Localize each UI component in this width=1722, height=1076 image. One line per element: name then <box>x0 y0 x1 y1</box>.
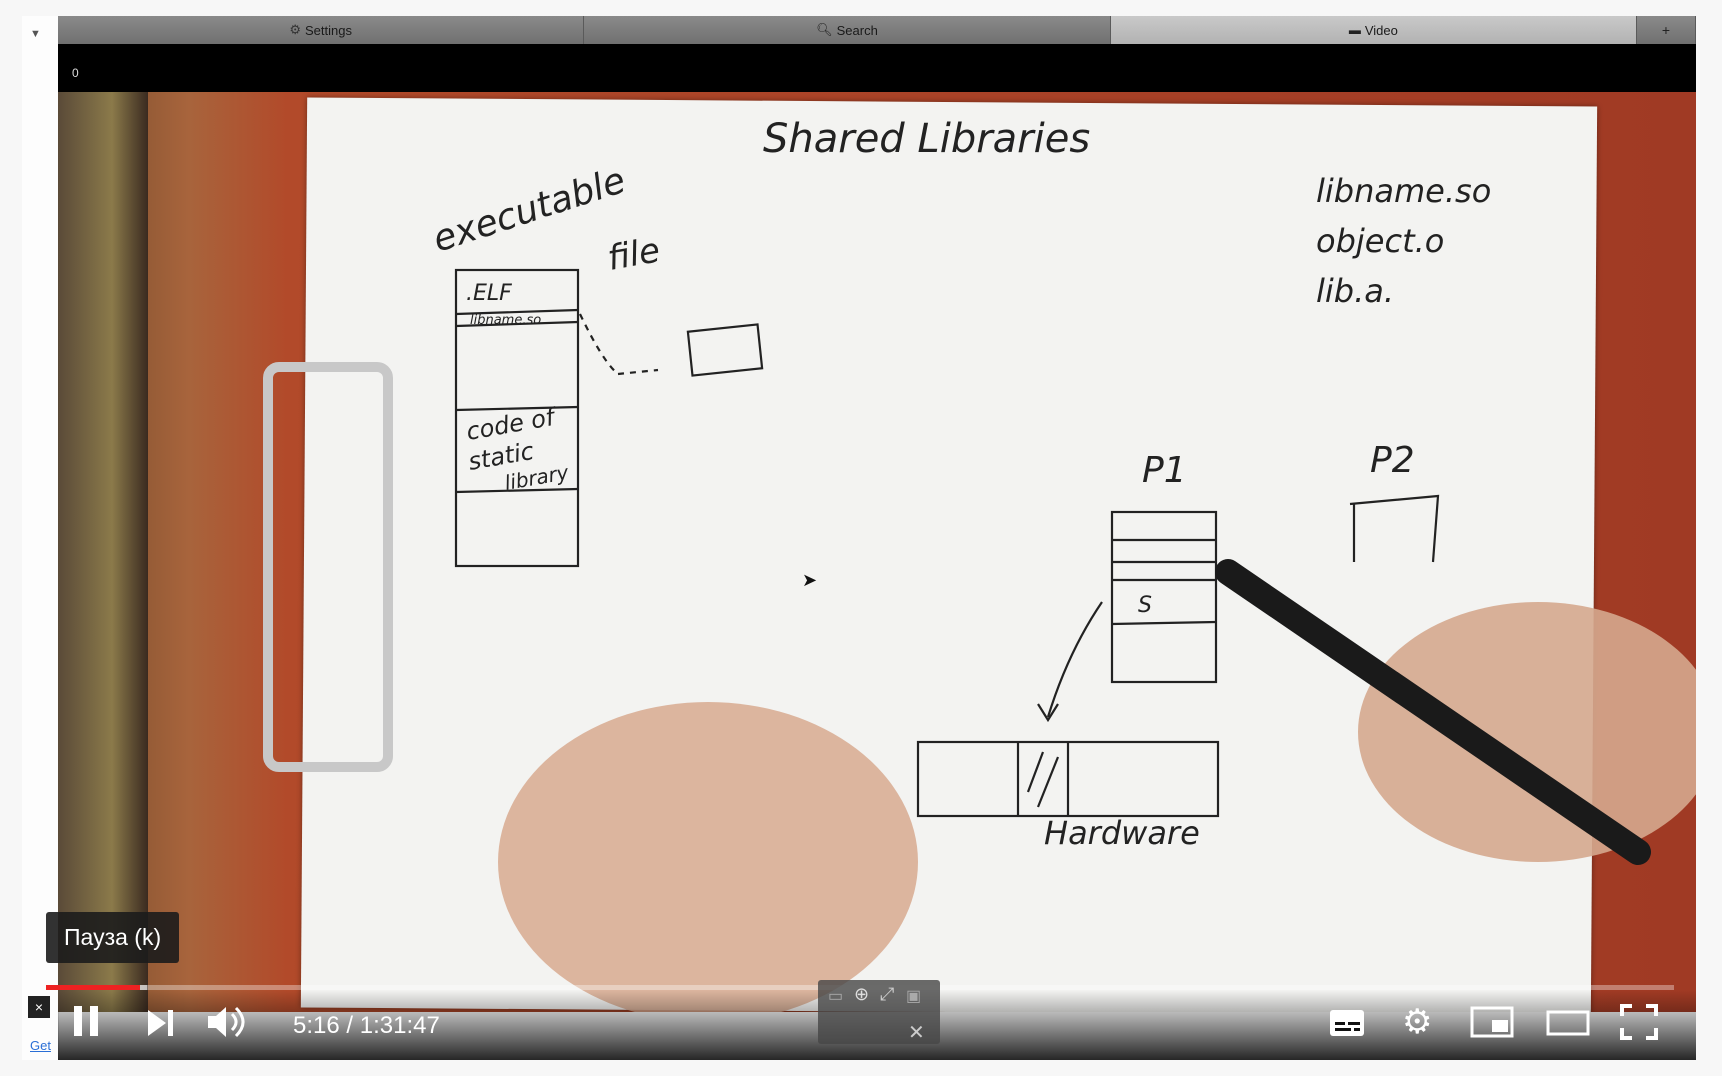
loaded-library-box <box>686 323 764 377</box>
theater-mode-button[interactable] <box>1546 1004 1590 1045</box>
elf-label: .ELF <box>466 281 512 306</box>
exec-label-1: executable <box>428 160 630 261</box>
close-zoom-icon[interactable]: ✕ <box>908 1022 925 1044</box>
video-icon: ▬ <box>1348 23 1361 37</box>
volume-button[interactable] <box>206 1004 246 1045</box>
right-list-1: libname.so <box>1316 172 1491 210</box>
next-icon <box>148 1010 173 1036</box>
next-button[interactable] <box>146 1004 176 1045</box>
subtitles-icon <box>1330 1010 1364 1036</box>
pen <box>1215 559 1651 865</box>
right-list-2: object.o <box>1316 222 1444 260</box>
zoom-toolbar: ▭ ⊕ ⤢ ▣ ✕ <box>818 980 940 1044</box>
s-label: S <box>1138 593 1152 618</box>
tab-settings[interactable]: ⚙ Settings <box>58 16 585 44</box>
miniplayer-icon <box>1470 1006 1514 1038</box>
whiteboard-drawing: Shared Libraries executable file .ELF li… <box>428 116 1696 1012</box>
whiteboard-title: Shared Libraries <box>763 116 1090 162</box>
p1-label: P1 <box>1142 450 1187 491</box>
tab-search[interactable]: 🔍︎ Search <box>584 16 1111 44</box>
time-separator: / <box>339 1012 360 1039</box>
settings-button[interactable]: ⚙ <box>1402 1004 1432 1040</box>
menu-toggle[interactable]: ▼ <box>30 28 41 40</box>
tab-video[interactable]: ▬ Video <box>1110 16 1637 44</box>
time-display: 5:16 / 1:31:47 <box>293 1012 440 1040</box>
left-sidebar-strip <box>22 16 59 1060</box>
pause-icon <box>74 1006 98 1036</box>
expand-icon[interactable]: ⤢ <box>880 984 895 1004</box>
clipboard-edge <box>58 92 148 1012</box>
zoom-in-icon[interactable]: ⊕ <box>854 984 870 1004</box>
volume-icon <box>208 1006 245 1038</box>
video-frame[interactable]: Shared Libraries executable file .ELF li… <box>58 92 1696 1012</box>
theater-icon <box>1546 1010 1590 1036</box>
close-button[interactable]: × <box>28 996 50 1018</box>
pause-tooltip: Пауза (k) <box>46 912 180 963</box>
right-list-3: lib.a. <box>1316 272 1394 310</box>
hardware-label: Hardware <box>1044 814 1200 852</box>
tab-video-label: Video <box>1364 22 1398 38</box>
get-link[interactable]: Get <box>30 1038 51 1053</box>
camera-icon[interactable]: ▣ <box>906 988 922 1005</box>
right-hand <box>1358 602 1696 862</box>
fullscreen-button[interactable] <box>1620 1004 1658 1045</box>
progress-played <box>46 985 141 990</box>
tab-settings-label: Settings <box>305 22 352 38</box>
tab-bar: ⚙ Settings 🔍︎ Search ▬ Video + <box>58 16 1696 44</box>
fullscreen-icon <box>1620 1004 1658 1040</box>
executable-box <box>454 268 580 568</box>
exec-label-2: file <box>605 230 663 278</box>
gear-icon: ⚙ <box>289 22 301 37</box>
progress-buffered <box>140 985 147 990</box>
clipboard-clip <box>263 362 393 772</box>
p2-label: P2 <box>1370 440 1415 481</box>
counter-text: 0 <box>72 66 79 80</box>
player-top-bar: 0 <box>58 44 1696 92</box>
add-tab-button[interactable]: + <box>1636 16 1696 44</box>
time-total: 1:31:47 <box>359 1012 440 1039</box>
libname-row-label: libname.so <box>470 313 541 328</box>
left-hand <box>498 702 918 1012</box>
image-icon[interactable]: ▭ <box>828 988 844 1005</box>
pause-button[interactable] <box>72 1004 102 1045</box>
subtitles-button[interactable] <box>1328 1004 1366 1045</box>
tab-search-label: Search <box>836 22 878 38</box>
mouse-cursor-icon: ➤ <box>802 570 818 590</box>
time-current: 5:16 <box>293 1012 340 1039</box>
search-icon: 🔍︎ <box>816 22 833 37</box>
miniplayer-button[interactable] <box>1470 1004 1514 1045</box>
gear-icon: ⚙ <box>1402 1003 1433 1041</box>
